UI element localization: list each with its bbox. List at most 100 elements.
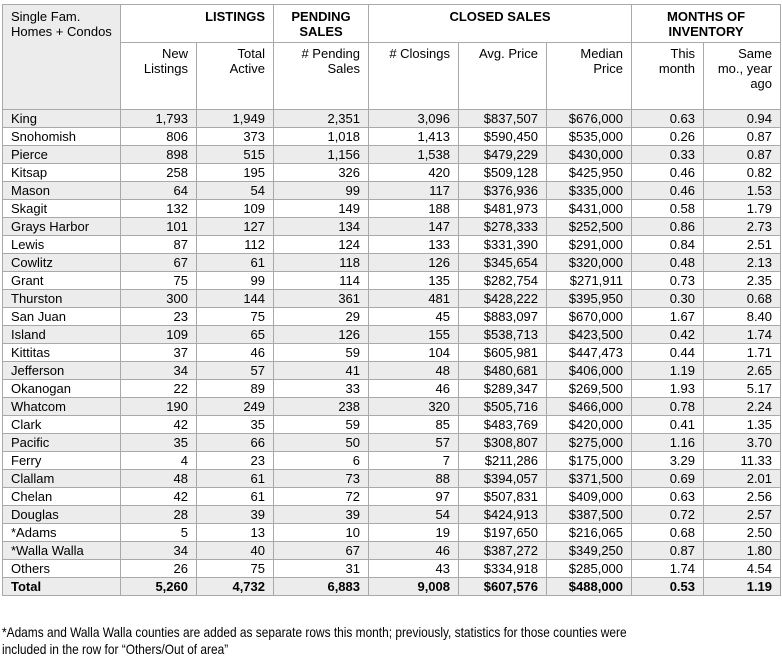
county-cell: Mason bbox=[2, 181, 121, 200]
value-cell: 147 bbox=[368, 217, 460, 236]
value-cell: $670,000 bbox=[546, 307, 633, 326]
value-cell: 249 bbox=[195, 397, 275, 416]
value-cell: 46 bbox=[195, 343, 275, 362]
value-cell: 326 bbox=[273, 163, 370, 182]
value-cell: 45 bbox=[368, 307, 460, 326]
value-cell: 59 bbox=[273, 415, 370, 434]
value-cell: 57 bbox=[195, 361, 275, 380]
value-cell: 23 bbox=[195, 451, 275, 470]
table-row: King 1,793 1,949 2,351 3,096 $837,507 $676,000… bbox=[2, 109, 782, 128]
value-cell: $535,000 bbox=[546, 127, 633, 146]
value-cell: 0.41 bbox=[631, 415, 705, 434]
county-cell: Grays Harbor bbox=[2, 217, 121, 236]
value-cell: 126 bbox=[368, 253, 460, 272]
value-cell: 2,351 bbox=[273, 109, 370, 128]
value-cell: $420,000 bbox=[546, 415, 633, 434]
value-cell: $331,390 bbox=[458, 235, 548, 254]
value-cell: 5 bbox=[120, 523, 197, 542]
county-cell: Grant bbox=[2, 271, 121, 290]
value-cell: 35 bbox=[195, 415, 275, 434]
value-cell: $211,286 bbox=[458, 451, 548, 470]
value-cell: $216,065 bbox=[546, 523, 633, 542]
value-cell: 50 bbox=[273, 433, 370, 452]
value-cell: $406,000 bbox=[546, 361, 633, 380]
value-cell: 127 bbox=[195, 217, 275, 236]
value-cell: 89 bbox=[195, 379, 275, 398]
value-cell: 515 bbox=[195, 145, 275, 164]
footnote-line-1: *Adams and Walla Walla counties are adde… bbox=[2, 624, 627, 640]
value-cell: 0.58 bbox=[631, 199, 705, 218]
value-cell: $271,911 bbox=[546, 271, 633, 290]
value-cell: $479,229 bbox=[458, 145, 548, 164]
value-cell: 5,260 bbox=[120, 577, 197, 596]
value-cell: 1.53 bbox=[703, 181, 782, 200]
value-cell: $425,950 bbox=[546, 163, 633, 182]
table-row: Douglas 28 39 39 54 $424,913 $387,500 0.72 2.57 bbox=[2, 505, 782, 524]
value-cell: 0.46 bbox=[631, 181, 705, 200]
value-cell: 9,008 bbox=[368, 577, 460, 596]
county-cell: *Adams bbox=[2, 523, 121, 542]
value-cell: 481 bbox=[368, 289, 460, 308]
value-cell: 190 bbox=[120, 397, 197, 416]
county-cell: Lewis bbox=[2, 235, 121, 254]
value-cell: 0.87 bbox=[703, 127, 782, 146]
value-cell: 109 bbox=[195, 199, 275, 218]
value-cell: 8.40 bbox=[703, 307, 782, 326]
value-cell: $349,250 bbox=[546, 541, 633, 560]
column-header-avg-price: Avg. Price bbox=[458, 42, 548, 110]
value-cell: 64 bbox=[120, 181, 197, 200]
value-cell: 134 bbox=[273, 217, 370, 236]
value-cell: 54 bbox=[195, 181, 275, 200]
value-cell: 0.33 bbox=[631, 145, 705, 164]
value-cell: $883,097 bbox=[458, 307, 548, 326]
value-cell: 48 bbox=[368, 361, 460, 380]
value-cell: 101 bbox=[120, 217, 197, 236]
value-cell: 34 bbox=[120, 361, 197, 380]
value-cell: 2.24 bbox=[703, 397, 782, 416]
value-cell: 61 bbox=[195, 487, 275, 506]
value-cell: 7 bbox=[368, 451, 460, 470]
value-cell: $447,473 bbox=[546, 343, 633, 362]
value-cell: $269,500 bbox=[546, 379, 633, 398]
value-cell: 57 bbox=[368, 433, 460, 452]
value-cell: $175,000 bbox=[546, 451, 633, 470]
value-cell: 0.53 bbox=[631, 577, 705, 596]
value-cell: 2.01 bbox=[703, 469, 782, 488]
value-cell: 61 bbox=[195, 469, 275, 488]
value-cell: 0.44 bbox=[631, 343, 705, 362]
value-cell: 0.63 bbox=[631, 487, 705, 506]
value-cell: 117 bbox=[368, 181, 460, 200]
county-cell: King bbox=[2, 109, 121, 128]
value-cell: 5.17 bbox=[703, 379, 782, 398]
value-cell: 320 bbox=[368, 397, 460, 416]
value-cell: 42 bbox=[120, 415, 197, 434]
value-cell: $345,654 bbox=[458, 253, 548, 272]
county-cell: Snohomish bbox=[2, 127, 121, 146]
value-cell: 361 bbox=[273, 289, 370, 308]
county-cell: Clallam bbox=[2, 469, 121, 488]
county-cell: Total bbox=[2, 577, 121, 596]
value-cell: $335,000 bbox=[546, 181, 633, 200]
value-cell: 66 bbox=[195, 433, 275, 452]
value-cell: 420 bbox=[368, 163, 460, 182]
value-cell: 35 bbox=[120, 433, 197, 452]
value-cell: 0.26 bbox=[631, 127, 705, 146]
value-cell: 114 bbox=[273, 271, 370, 290]
county-cell: Skagit bbox=[2, 199, 121, 218]
value-cell: 126 bbox=[273, 325, 370, 344]
value-cell: 65 bbox=[195, 325, 275, 344]
table-row: Grays Harbor 101 127 134 147 $278,333 $252,500… bbox=[2, 217, 782, 236]
value-cell: 0.48 bbox=[631, 253, 705, 272]
column-header-same-mo-year-ago: Same mo., year ago bbox=[703, 42, 782, 110]
value-cell: 2.50 bbox=[703, 523, 782, 542]
value-cell: 1.79 bbox=[703, 199, 782, 218]
value-cell: 2.13 bbox=[703, 253, 782, 272]
value-cell: 33 bbox=[273, 379, 370, 398]
value-cell: 4,732 bbox=[195, 577, 275, 596]
value-cell: 3.70 bbox=[703, 433, 782, 452]
value-cell: $275,000 bbox=[546, 433, 633, 452]
county-cell: Cowlitz bbox=[2, 253, 121, 272]
value-cell: 2.51 bbox=[703, 235, 782, 254]
value-cell: $431,000 bbox=[546, 199, 633, 218]
value-cell: 1.67 bbox=[631, 307, 705, 326]
